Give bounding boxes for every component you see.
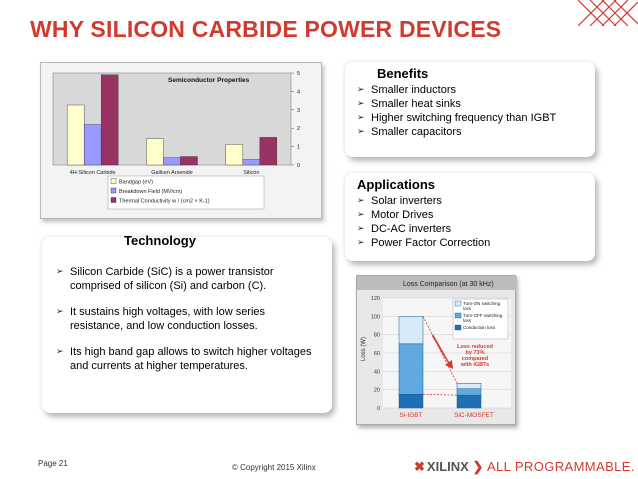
loss-comparison-chart: Loss Comparison (at 30 kHz) 0 20 40 60 80 100 1… xyxy=(356,275,517,425)
bar xyxy=(180,156,198,166)
x-tick-label: Gallium Arsenide xyxy=(151,170,193,176)
chart-title: Semiconductor Properties xyxy=(168,77,250,84)
legend-swatch xyxy=(454,312,462,319)
x-tick-label: Si-IGBT xyxy=(399,412,422,419)
semiconductor-properties-svg: Semiconductor Properties 0 1 2 3 4 5 4H-Silicon… xyxy=(52,71,300,210)
bar xyxy=(225,144,244,166)
brand-tagline: ALL PROGRAMMABLE. xyxy=(486,459,635,474)
y-tick-label: 20 xyxy=(374,388,380,394)
benefit-item: Smaller inductors xyxy=(357,83,583,97)
application-item: Motor Drives xyxy=(357,208,583,222)
bar xyxy=(146,138,164,166)
stacked-bar-segment xyxy=(456,394,482,409)
y-tick-label: 4 xyxy=(297,89,300,95)
benefit-item: Smaller heat sinks xyxy=(357,97,583,111)
legend-label: Conduction loss xyxy=(463,325,496,330)
legend-swatch xyxy=(110,197,117,203)
x-tick-label: SiC-MOSFET xyxy=(454,412,494,419)
benefits-card: Benefits Smaller inductors Smaller heat … xyxy=(345,62,595,157)
bar xyxy=(163,157,181,166)
bar xyxy=(66,104,85,166)
chart-title: Loss Comparison (at 30 kHz) xyxy=(403,281,494,288)
benefit-item: Higher switching frequency than IGBT xyxy=(357,111,583,125)
legend-swatch xyxy=(454,324,462,331)
y-tick-label: 40 xyxy=(374,369,380,375)
stacked-bar-segment xyxy=(398,316,424,345)
stacked-bar-segment xyxy=(398,343,424,395)
bar xyxy=(83,124,102,166)
reduction-arrow-icon xyxy=(432,334,453,369)
bar xyxy=(259,137,278,166)
annotation-text: Loss reduced by 73% compared with IGBTs xyxy=(457,344,493,368)
technology-heading: Technology xyxy=(124,233,196,248)
legend-swatch xyxy=(110,178,117,184)
legend-swatch xyxy=(110,187,117,194)
y-tick-label: 0 xyxy=(297,163,300,169)
legend-box xyxy=(452,298,509,340)
x-tick-label: 4H-Silicon Carbide xyxy=(70,170,116,176)
technology-item: Its high band gap allows to switch highe… xyxy=(56,345,318,373)
legend-swatch xyxy=(454,300,462,307)
y-tick-label: 100 xyxy=(371,314,380,320)
legend-label: Turn-ON switching loss xyxy=(463,301,501,311)
y-tick-label: 5 xyxy=(297,71,300,77)
semiconductor-properties-chart: Semiconductor Properties 0 1 2 3 4 5 4H-Silicon… xyxy=(40,62,322,219)
benefits-list: Smaller inductors Smaller heat sinks Hig… xyxy=(357,83,583,139)
application-item: DC-AC inverters xyxy=(357,222,583,236)
comparison-dashed-line xyxy=(422,393,458,396)
slide-title: WHY SILICON CARBIDE POWER DEVICES xyxy=(30,16,502,42)
xilinx-logo-icon: ✖ xyxy=(414,459,425,474)
xilinx-brand: ✖ XILINX ❯ ALL PROGRAMMABLE. xyxy=(414,459,635,475)
chevron-right-icon: ❯ xyxy=(472,459,484,474)
copyright-text: © Copyright 2015 Xilinx xyxy=(232,463,316,472)
corner-crosshatch-decoration xyxy=(578,0,638,26)
applications-list: Solar inverters Motor Drives DC-AC inver… xyxy=(357,194,583,250)
application-item: Solar inverters xyxy=(357,194,583,208)
applications-card: Applications Solar inverters Motor Drive… xyxy=(345,173,595,261)
technology-item: It sustains high voltages, with low seri… xyxy=(56,305,318,333)
legend-label: Breakdown Field (MV/cm) xyxy=(119,189,182,195)
y-tick-label: 0 xyxy=(377,406,380,412)
legend-box xyxy=(107,175,265,210)
y-axis-label: Loss (W) xyxy=(361,337,367,361)
technology-item: Silicon Carbide (SiC) is a power transis… xyxy=(56,265,318,293)
bar xyxy=(100,74,119,166)
benefits-heading: Benefits xyxy=(377,66,429,81)
bar xyxy=(242,159,261,166)
legend-label: Bandgap (eV) xyxy=(119,180,153,186)
stacked-bar-segment xyxy=(456,383,482,389)
x-tick-label: Silicon xyxy=(243,170,259,176)
y-tick-label: 3 xyxy=(297,108,300,114)
y-tick-label: 2 xyxy=(297,126,300,132)
benefit-item: Smaller capacitors xyxy=(357,125,583,139)
application-item: Power Factor Correction xyxy=(357,236,583,250)
page-number: Page 21 xyxy=(38,459,68,468)
stacked-bar-segment xyxy=(456,388,482,396)
legend-label: Thermal Conductivity w / (cm2 × K-1) xyxy=(119,199,210,205)
stacked-bar-segment xyxy=(398,394,424,409)
legend-label: Turn-OFF switching loss xyxy=(463,313,503,323)
brand-name: XILINX xyxy=(426,459,469,474)
technology-list: Silicon Carbide (SiC) is a power transis… xyxy=(56,265,318,373)
applications-heading: Applications xyxy=(357,177,436,192)
y-tick-label: 120 xyxy=(371,296,380,302)
y-tick-label: 60 xyxy=(374,351,380,357)
loss-comparison-svg: Loss Comparison (at 30 kHz) 0 20 40 60 80 100 1… xyxy=(357,276,517,419)
title-bar xyxy=(357,276,517,290)
technology-card: Technology Silicon Carbide (SiC) is a po… xyxy=(42,233,332,413)
y-tick-label: 1 xyxy=(297,145,300,151)
y-tick-label: 80 xyxy=(374,333,380,339)
